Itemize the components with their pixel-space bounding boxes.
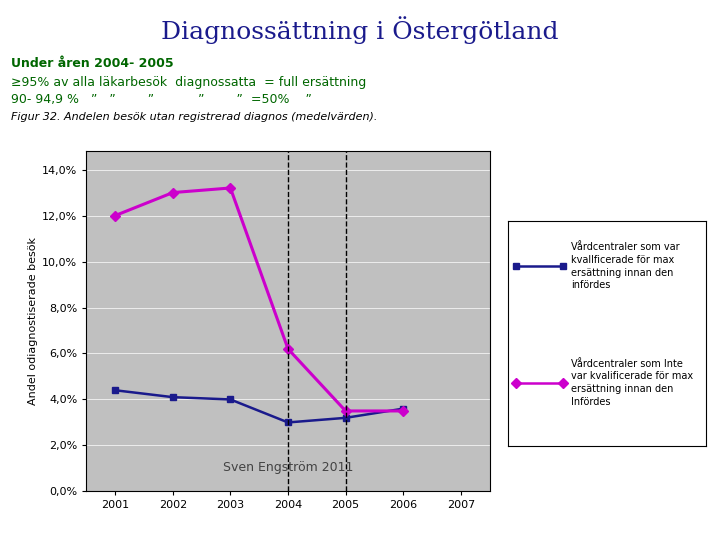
Text: Under åren 2004- 2005: Under åren 2004- 2005 bbox=[11, 57, 174, 70]
Text: Sven Engström 2011: Sven Engström 2011 bbox=[222, 461, 354, 475]
Y-axis label: Andel odiagnostiserade besök: Andel odiagnostiserade besök bbox=[28, 237, 38, 406]
Text: Diagnossättning i Östergötland: Diagnossättning i Östergötland bbox=[161, 16, 559, 44]
Text: Vårdcentraler som var
kvallficerade för max
ersättning innan den
infördes: Vårdcentraler som var kvallficerade för … bbox=[571, 242, 680, 291]
Text: ≥95% av alla läkarbesök  diagnossatta  = full ersättning: ≥95% av alla läkarbesök diagnossatta = f… bbox=[11, 76, 366, 89]
Text: 90- 94,9 %   ”   ”        ”           ”        ”  =50%    ”: 90- 94,9 % ” ” ” ” ” =50% ” bbox=[11, 93, 312, 106]
Text: Vårdcentraler som Inte
var kvalificerade för max
ersättning innan den
Infördes: Vårdcentraler som Inte var kvalificerade… bbox=[571, 359, 693, 407]
Text: Figur 32. Andelen besök utan registrerad diagnos (medelvärden).: Figur 32. Andelen besök utan registrerad… bbox=[11, 112, 377, 122]
